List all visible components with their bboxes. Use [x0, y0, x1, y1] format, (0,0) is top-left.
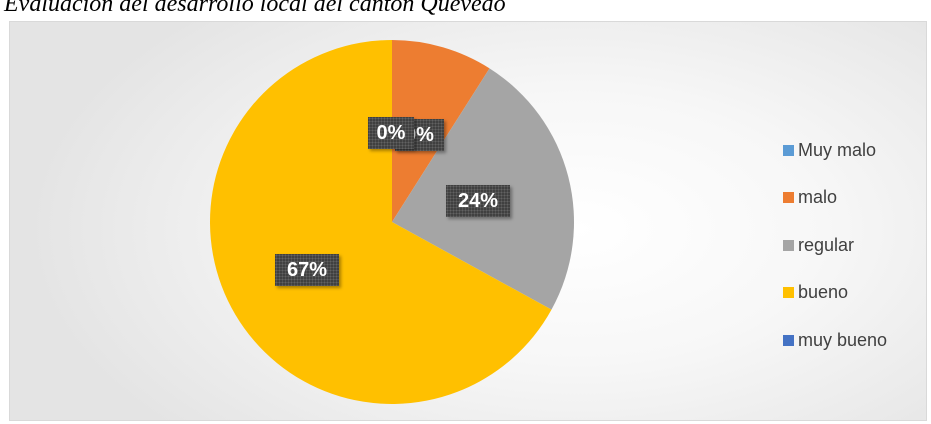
data-label-bueno: 67%	[275, 254, 339, 286]
legend-swatch	[783, 144, 794, 156]
legend-label: muy bueno	[798, 329, 888, 350]
chart-area: Muy malo malo regular bueno muy bueno 9%…	[9, 21, 927, 421]
legend-swatch	[783, 287, 794, 298]
legend-item-bueno: bueno	[783, 281, 887, 305]
chart-title: Evaluación del desarrollo local del cant…	[4, 0, 506, 17]
legend-item-muy-bueno: muy bueno	[783, 328, 887, 352]
legend: Muy malo malo regular bueno muy bueno	[783, 138, 887, 376]
legend-label: Muy malo	[798, 139, 877, 160]
legend-swatch	[783, 192, 794, 203]
legend-label: bueno	[798, 282, 849, 302]
legend-item-muy-malo: Muy malo	[783, 138, 887, 162]
legend-item-regular: regular	[783, 233, 887, 257]
data-label-regular: 24%	[446, 185, 510, 217]
legend-label: malo	[798, 187, 838, 207]
pie-slice-bueno	[210, 40, 552, 404]
legend-swatch	[783, 334, 794, 346]
legend-item-malo: malo	[783, 186, 887, 210]
legend-swatch	[783, 239, 794, 251]
legend-label: regular	[798, 234, 855, 255]
data-label-muy-malo: 0%	[368, 117, 414, 149]
pie-chart	[210, 40, 575, 404]
